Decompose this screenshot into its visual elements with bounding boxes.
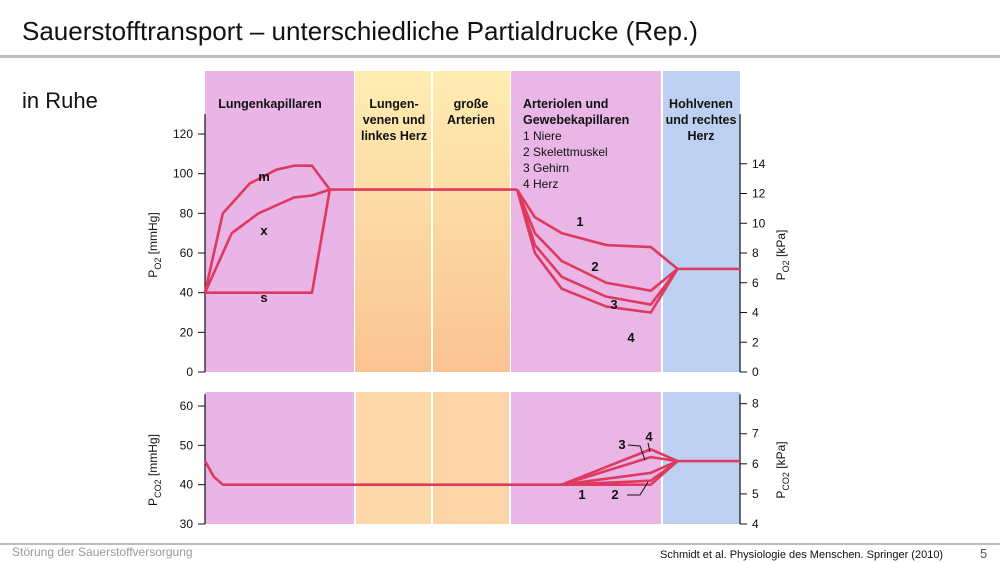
co2-curve-3 bbox=[561, 455, 678, 486]
zone-label-veins_heart: Lungen- bbox=[369, 97, 418, 111]
zone-legend-item: 3 Gehirn bbox=[523, 161, 569, 175]
zone-band-veins_heart-co2 bbox=[355, 392, 432, 524]
left-tick-label: 60 bbox=[180, 246, 194, 260]
co2-curve-1 bbox=[561, 460, 679, 486]
zone-label-arterioles: Gewebekapillaren bbox=[523, 113, 629, 127]
footer-topic: Störung der Sauerstoffversorgung bbox=[12, 545, 193, 559]
zone-band-venae_cavae-o2 bbox=[662, 71, 740, 372]
zone-legend-item: 1 Niere bbox=[523, 129, 562, 143]
right-tick-label: 14 bbox=[752, 157, 766, 171]
right-tick-label: 0 bbox=[752, 365, 759, 379]
co2-left-axis-label: PCO2 [mmHg] bbox=[146, 434, 163, 506]
o2-curve-m bbox=[203, 164, 518, 293]
co2-curve-label-2: 2 bbox=[611, 487, 618, 502]
zone-label-venae_cavae: und rechtes bbox=[666, 113, 737, 127]
o2-curve-x bbox=[203, 188, 331, 294]
zone-band-arteries-co2 bbox=[432, 392, 510, 524]
o2-left-axis-label: PO2 [mmHg] bbox=[146, 212, 163, 277]
right-tick-label: 2 bbox=[752, 335, 759, 349]
right-tick-label: 12 bbox=[752, 187, 766, 201]
left-tick-label: 20 bbox=[180, 325, 194, 339]
zone-band-lung-o2 bbox=[205, 71, 355, 372]
zone-band-arterioles-o2 bbox=[510, 71, 662, 372]
co2-right-axis-label: PCO2 [kPa] bbox=[774, 441, 791, 498]
co2-curve-label-1: 1 bbox=[578, 487, 585, 502]
co2-curve-2 bbox=[561, 459, 679, 486]
right-tick-label: 6 bbox=[752, 457, 759, 471]
zone-band-venae_cavae-co2 bbox=[662, 392, 740, 524]
left-tick-label: 120 bbox=[173, 127, 193, 141]
o2-curve-s bbox=[205, 189, 332, 294]
left-tick-label: 0 bbox=[186, 365, 193, 379]
zone-legend-item: 2 Skelettmuskel bbox=[523, 145, 608, 159]
page-number: 5 bbox=[980, 546, 988, 561]
right-tick-label: 4 bbox=[752, 517, 759, 531]
left-tick-label: 100 bbox=[173, 167, 193, 181]
o2-curve-label-4: 4 bbox=[627, 330, 635, 345]
co2-leader-4 bbox=[647, 442, 651, 453]
co2-curve-label-4: 4 bbox=[645, 429, 653, 444]
footer-citation: Schmidt et al. Physiologie des Menschen.… bbox=[660, 549, 944, 561]
zone-legend-item: 4 Herz bbox=[523, 177, 558, 191]
zone-band-arterioles-co2 bbox=[510, 392, 662, 524]
right-tick-label: 7 bbox=[752, 427, 759, 441]
right-tick-label: 8 bbox=[752, 397, 759, 411]
right-tick-label: 10 bbox=[752, 216, 766, 230]
zone-label-veins_heart: linkes Herz bbox=[361, 129, 427, 143]
footer-divider bbox=[0, 543, 1000, 545]
zone-band-lung-co2 bbox=[205, 392, 355, 524]
co2-leader-2 bbox=[627, 481, 649, 496]
o2-curve-label-3: 3 bbox=[610, 297, 617, 312]
co2-curve-4 bbox=[561, 447, 679, 486]
right-tick-label: 6 bbox=[752, 276, 759, 290]
left-tick-label: 60 bbox=[180, 399, 194, 413]
co2-curve-label-3: 3 bbox=[618, 437, 625, 452]
right-tick-label: 5 bbox=[752, 487, 759, 501]
o2-curve-label-1: 1 bbox=[576, 214, 583, 229]
co2-leader-3 bbox=[627, 444, 646, 461]
title-divider bbox=[0, 55, 1000, 58]
o2-curve-4 bbox=[515, 189, 679, 314]
o2-right-axis-label: PO2 [kPa] bbox=[774, 230, 791, 281]
right-tick-label: 8 bbox=[752, 246, 759, 260]
zone-label-venae_cavae: Hohlvenen bbox=[669, 97, 733, 111]
slide-title: Sauerstofftransport – unterschiedliche P… bbox=[22, 16, 698, 46]
left-tick-label: 40 bbox=[180, 286, 194, 300]
o2-curve-label-m: m bbox=[258, 169, 270, 184]
left-tick-label: 40 bbox=[180, 478, 194, 492]
o2-curve-3 bbox=[515, 189, 679, 306]
o2-curve-2 bbox=[515, 189, 679, 292]
left-tick-label: 80 bbox=[180, 206, 194, 220]
o2-curve-label-2: 2 bbox=[591, 259, 598, 274]
zone-label-veins_heart: venen und bbox=[363, 113, 426, 127]
left-tick-label: 30 bbox=[180, 517, 194, 531]
o2-curve-label-s: s bbox=[260, 290, 267, 305]
o2-curve-label-x: x bbox=[260, 223, 268, 238]
zone-label-arteries: Arterien bbox=[447, 113, 495, 127]
zone-label-lung: Lungenkapillaren bbox=[218, 97, 322, 111]
slide-subtitle: in Ruhe bbox=[22, 88, 98, 113]
left-tick-label: 50 bbox=[180, 438, 194, 452]
right-tick-label: 4 bbox=[752, 306, 759, 320]
zone-label-arteries: große bbox=[454, 97, 489, 111]
zone-label-arterioles: Arteriolen und bbox=[523, 97, 608, 111]
zone-label-venae_cavae: Herz bbox=[687, 129, 714, 143]
